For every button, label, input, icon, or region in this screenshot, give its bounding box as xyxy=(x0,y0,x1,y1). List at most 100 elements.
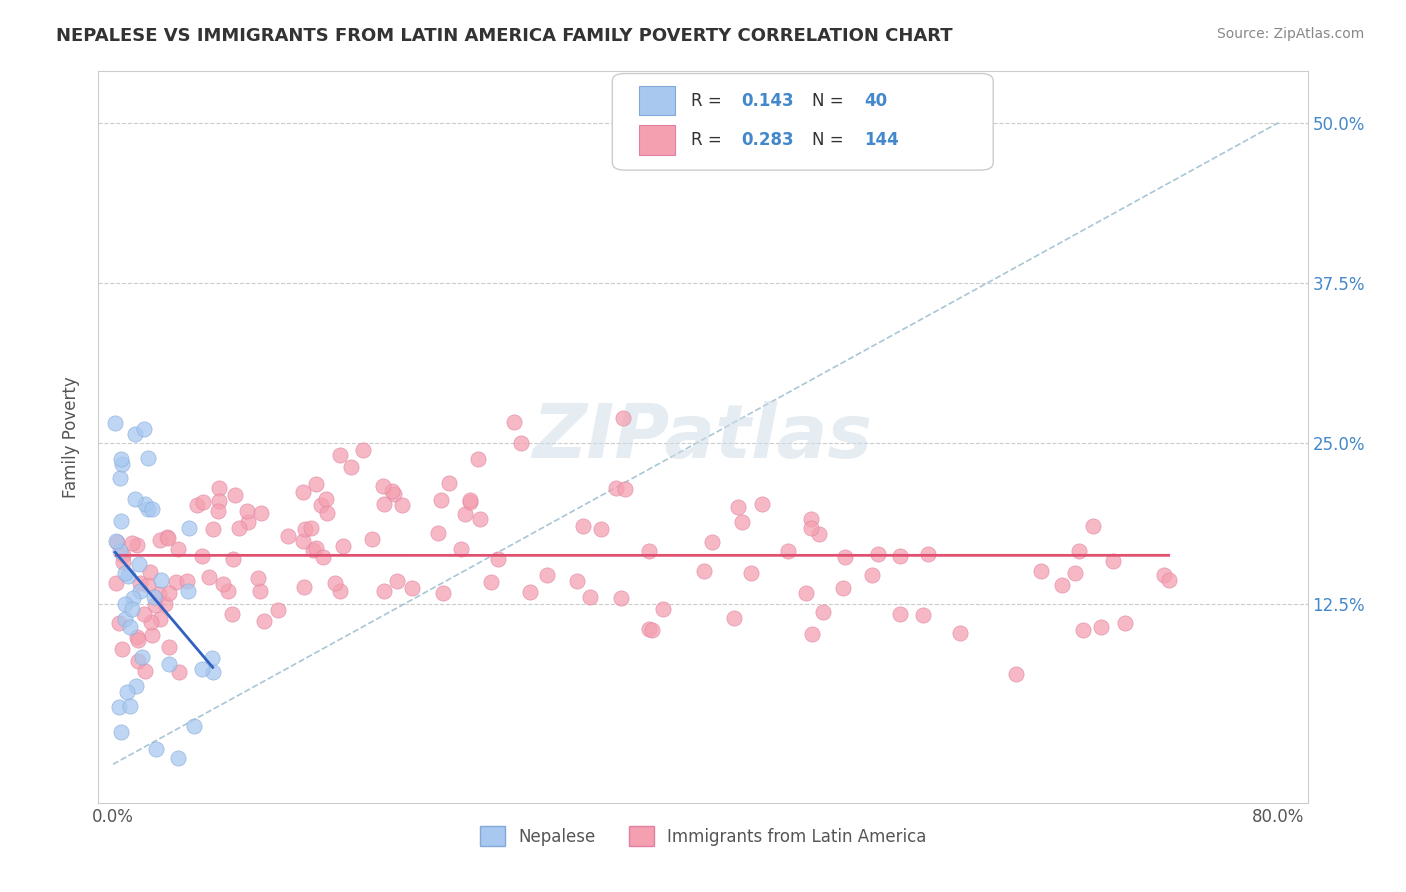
Point xyxy=(222,551,245,566)
Text: ZIPatlas: ZIPatlas xyxy=(533,401,873,474)
Point xyxy=(315,491,337,506)
Point xyxy=(114,612,136,626)
Point xyxy=(167,665,190,680)
FancyBboxPatch shape xyxy=(613,73,993,170)
Point xyxy=(1031,565,1053,579)
Point xyxy=(108,615,131,630)
Point xyxy=(301,543,323,558)
Point xyxy=(131,649,153,664)
Point xyxy=(834,549,856,564)
Point xyxy=(727,500,749,515)
Point xyxy=(249,583,271,598)
Point xyxy=(579,591,602,605)
Point xyxy=(165,574,187,589)
Point xyxy=(800,512,823,526)
Point xyxy=(104,417,127,431)
Point xyxy=(638,544,661,558)
Point xyxy=(758,154,780,169)
Point xyxy=(572,519,595,533)
Text: R =: R = xyxy=(690,131,727,149)
Point xyxy=(159,640,181,654)
Point xyxy=(127,654,149,668)
Point xyxy=(128,558,150,572)
Point xyxy=(329,584,352,599)
Point xyxy=(437,475,460,490)
Point xyxy=(794,586,817,600)
Point xyxy=(292,580,315,594)
Point xyxy=(139,615,162,630)
Point xyxy=(149,573,172,587)
Point xyxy=(751,497,773,511)
Point xyxy=(191,662,214,676)
Point xyxy=(509,436,531,450)
Point xyxy=(120,698,142,713)
Point xyxy=(118,620,141,634)
Text: NEPALESE VS IMMIGRANTS FROM LATIN AMERICA FAMILY POVERTY CORRELATION CHART: NEPALESE VS IMMIGRANTS FROM LATIN AMERIC… xyxy=(56,27,953,45)
Point xyxy=(105,534,128,549)
Point xyxy=(352,442,374,457)
Point xyxy=(361,533,384,547)
Point xyxy=(191,549,214,564)
Point xyxy=(693,565,716,579)
Point xyxy=(236,515,259,529)
Point xyxy=(432,586,454,600)
Point xyxy=(167,751,190,765)
Point xyxy=(912,608,935,623)
Point xyxy=(323,576,346,591)
Point xyxy=(1052,578,1074,592)
Point xyxy=(136,578,159,592)
Text: 144: 144 xyxy=(863,131,898,149)
Point xyxy=(201,651,224,665)
Point xyxy=(609,591,631,605)
Point xyxy=(121,601,143,615)
Point xyxy=(808,527,831,541)
Point xyxy=(108,544,131,558)
Point xyxy=(801,626,824,640)
Point xyxy=(201,665,224,679)
Point xyxy=(1064,566,1087,580)
Point xyxy=(157,657,180,671)
Point xyxy=(381,484,404,499)
Point xyxy=(177,583,200,598)
Point xyxy=(1114,616,1136,631)
Point xyxy=(148,587,170,601)
Point xyxy=(565,574,588,589)
Point xyxy=(111,642,134,657)
Point xyxy=(889,607,911,621)
FancyBboxPatch shape xyxy=(638,86,675,115)
Point xyxy=(373,478,395,492)
Point xyxy=(117,684,139,698)
Point xyxy=(211,577,233,591)
Point xyxy=(329,448,352,462)
Point xyxy=(1071,623,1094,637)
Point xyxy=(145,742,167,756)
Point xyxy=(309,498,332,512)
Point xyxy=(1067,544,1090,558)
Point xyxy=(136,501,159,516)
Text: 40: 40 xyxy=(863,92,887,110)
Point xyxy=(868,548,890,562)
Point xyxy=(124,427,146,442)
Point xyxy=(143,598,166,612)
Point xyxy=(651,602,673,616)
Point xyxy=(294,522,316,536)
Point xyxy=(121,591,143,606)
Text: 0.143: 0.143 xyxy=(742,92,794,110)
Point xyxy=(142,590,165,604)
Point xyxy=(125,679,148,693)
Point xyxy=(129,584,152,599)
Point xyxy=(141,501,163,516)
Point xyxy=(105,534,128,549)
Point xyxy=(134,664,156,678)
Point xyxy=(277,529,299,543)
Point xyxy=(132,607,155,621)
Point xyxy=(299,521,322,535)
Point xyxy=(450,541,472,556)
Point xyxy=(155,597,177,611)
Point xyxy=(208,481,231,495)
Point xyxy=(235,504,257,518)
Point xyxy=(800,521,823,535)
Point xyxy=(332,539,354,553)
Point xyxy=(1090,620,1112,634)
Point xyxy=(458,493,481,508)
